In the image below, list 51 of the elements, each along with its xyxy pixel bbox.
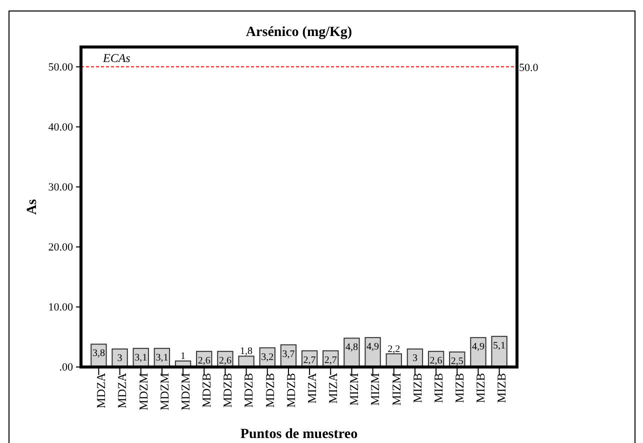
data-label: 2,2 [388,344,400,355]
data-label: 2,6 [198,355,210,366]
x-axis-title: Puntos de muestreo [240,427,358,442]
data-label: 3,1 [156,352,168,364]
ref-line-label: ECAs [102,50,131,65]
y-tick-label: 20.00 [48,241,74,254]
x-tick-label: MDZA [94,372,108,408]
x-tick-label: MDZM [136,372,150,410]
chart-title: Arsénico (mg/Kg) [246,25,352,40]
x-tick-label: MDZA [115,372,130,408]
x-tick-label: MDZB [220,373,235,408]
y-tick-label: .00 [59,362,74,374]
data-label: 1 [180,350,186,362]
data-label: 3 [412,352,418,364]
x-tick-label: MDZB [284,373,298,408]
y-tick-label: 10.00 [48,301,74,314]
x-tick-label: MIZB [431,373,446,403]
text: 50.0 [519,62,539,74]
x-tick-label: MDZM [178,372,192,410]
x-tick-label: MIZM [389,372,404,406]
x-tick-label: MIZA [326,372,340,404]
data-label: 3,1 [134,352,148,364]
data-label: 2,7 [303,354,316,366]
data-label: 4,8 [345,342,358,354]
y-axis-title: As [25,198,40,215]
data-label: 3,8 [92,348,105,360]
x-tick-label: MIZB [474,373,488,403]
x-tick-label: MDZB [200,373,214,408]
y-tick-label: 50.00 [48,61,74,74]
x-tick-label: MDZB [262,373,277,408]
x-tick-label: MIZA [304,372,319,404]
x-tick-label: MIZB [494,373,509,403]
x-tick-label: MIZM [347,372,362,406]
data-label: 3,7 [282,348,295,360]
data-label: 2,5 [450,356,464,367]
data-label: 1,8 [240,346,253,358]
data-label: 3,2 [261,352,274,363]
x-tick-label: MIZB [410,373,424,403]
data-label: 4,9 [366,342,380,353]
data-label: 4,9 [472,342,484,353]
data-label: 5,1 [493,340,506,352]
y-tick-label: 40.00 [48,121,74,134]
x-tick-label: MDZB [242,373,256,408]
data-label: 2,7 [324,354,337,366]
x-tick-label: MIZB [452,373,467,403]
y-tick-label: 30.00 [48,181,74,194]
x-tick-label: MIZM [368,372,382,406]
data-label: 2,6 [218,355,232,366]
data-label: 3 [117,352,122,364]
x-tick-label: MDZM [157,372,172,410]
data-label: 2,6 [430,355,442,366]
